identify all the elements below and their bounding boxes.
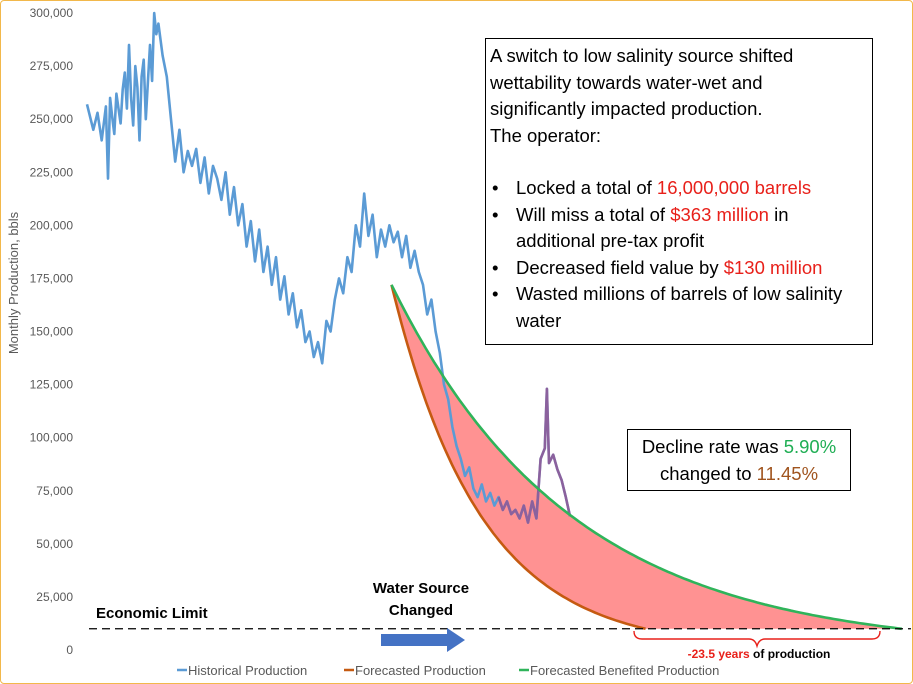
decline-rate-box: Decline rate was 5.90% changed to 11.45% [627,429,851,491]
y-tick-label: 75,000 [36,484,73,498]
info-line: significantly impacted production. [490,98,763,119]
forecasted-benefited-production-line [390,284,902,631]
y-tick-label: 125,000 [30,378,74,392]
info-bullet: Will miss a total of $363 million in add… [492,202,872,255]
y-tick-label: 275,000 [30,59,74,73]
economic-limit-label: Economic Limit [96,605,208,622]
years-brace [633,630,881,649]
info-box: A switch to low salinity source shifted … [485,38,873,345]
y-tick-label: 100,000 [30,431,74,445]
info-bullet: Locked a total of 16,000,000 barrels [492,175,872,202]
water-source-label-line2: Changed [389,602,453,619]
historical-overlay-line [497,387,572,524]
y-tick-label: 225,000 [30,165,74,179]
legend-historical: Historical Production [188,663,307,678]
decline-line-1: Decline rate was 5.90% [641,436,837,457]
y-tick-label: 175,000 [30,271,74,285]
y-tick-label: 150,000 [30,325,74,339]
y-axis: 0 25,000 50,000 75,000 100,000 125,000 150,000… [30,6,74,657]
legend-forecast: Forecasted Production [355,663,486,678]
water-source-label-line1: Water Source [373,580,469,597]
info-bullet-list: Locked a total of 16,000,000 barrels Wil… [490,175,872,334]
info-line: A switch to low salinity source shifted [490,45,794,66]
water-source-arrow [381,628,465,652]
forecasted-production-line [390,284,646,631]
lost-production-area [391,284,902,629]
info-line: wettability towards water-wet and [490,71,763,93]
y-tick-label: 250,000 [30,112,74,126]
info-bullet: Decreased field value by $130 million [492,255,872,282]
legend-benefited: Forecasted Benefited Production [530,663,719,678]
info-bullet: Wasted millions of barrels of low salini… [492,281,872,334]
legend: Historical Production Forecasted Product… [177,663,719,678]
historical-production-line [85,11,572,524]
y-tick-label: 50,000 [36,537,73,551]
y-tick-label: 200,000 [30,218,74,232]
old-decline-rate: 5.90% [783,436,837,457]
y-tick-label: 25,000 [36,590,73,604]
decline-line-2: changed to 11.45% [659,463,819,484]
info-line: The operator: [490,124,602,146]
y-tick-label: 0 [66,643,73,657]
years-lost-label: -23.5 years of production [688,647,831,661]
y-tick-label: 300,000 [30,6,74,20]
y-axis-label: Monthly Production, bbls [6,211,21,354]
new-decline-rate: 11.45% [756,463,819,484]
